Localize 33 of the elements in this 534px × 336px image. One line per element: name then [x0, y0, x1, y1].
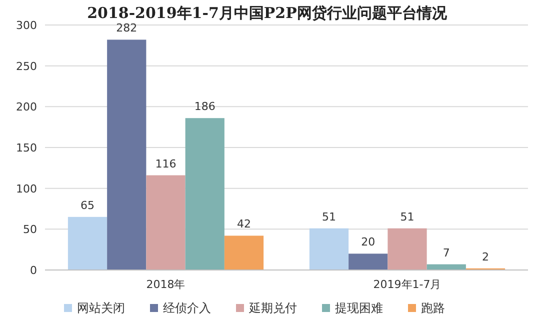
bar: [309, 228, 349, 270]
y-tick-label: 200: [16, 100, 37, 114]
data-label: 7: [442, 246, 450, 260]
x-tick-label: 2019年1-7月: [373, 278, 442, 291]
data-label: 282: [116, 22, 138, 35]
legend-label: 提现困难: [335, 301, 383, 315]
y-tick-label: 50: [23, 223, 37, 236]
data-label: 20: [361, 236, 376, 249]
data-label: 65: [80, 198, 95, 212]
data-label: 51: [400, 210, 414, 224]
y-tick-label: 250: [16, 60, 37, 73]
bar: [146, 175, 186, 270]
y-tick-label: 100: [16, 182, 37, 196]
chart-title: 2018-2019年1-7月中国P2P网贷行业问题平台情况: [87, 4, 448, 22]
bar: [388, 228, 427, 270]
data-label: 116: [155, 157, 176, 170]
y-tick-label: 150: [16, 142, 37, 154]
data-label: 186: [194, 100, 216, 114]
y-tick-label: 300: [16, 19, 37, 32]
data-label: 51: [322, 210, 336, 224]
bar: [348, 254, 388, 270]
bar: [224, 236, 264, 270]
legend-label: 延期兑付: [248, 301, 297, 315]
data-label: 2: [482, 250, 489, 264]
bar: [185, 118, 224, 270]
bar: [68, 216, 108, 270]
legend-label: 经侦介入: [163, 301, 211, 315]
x-tick-label: 2018年: [146, 278, 186, 291]
bar: [107, 40, 146, 270]
data-label: 42: [236, 218, 251, 231]
y-tick-label: 0: [30, 264, 37, 277]
legend-label: 网站关闭: [77, 301, 125, 315]
legend-label: 跑路: [421, 301, 445, 315]
